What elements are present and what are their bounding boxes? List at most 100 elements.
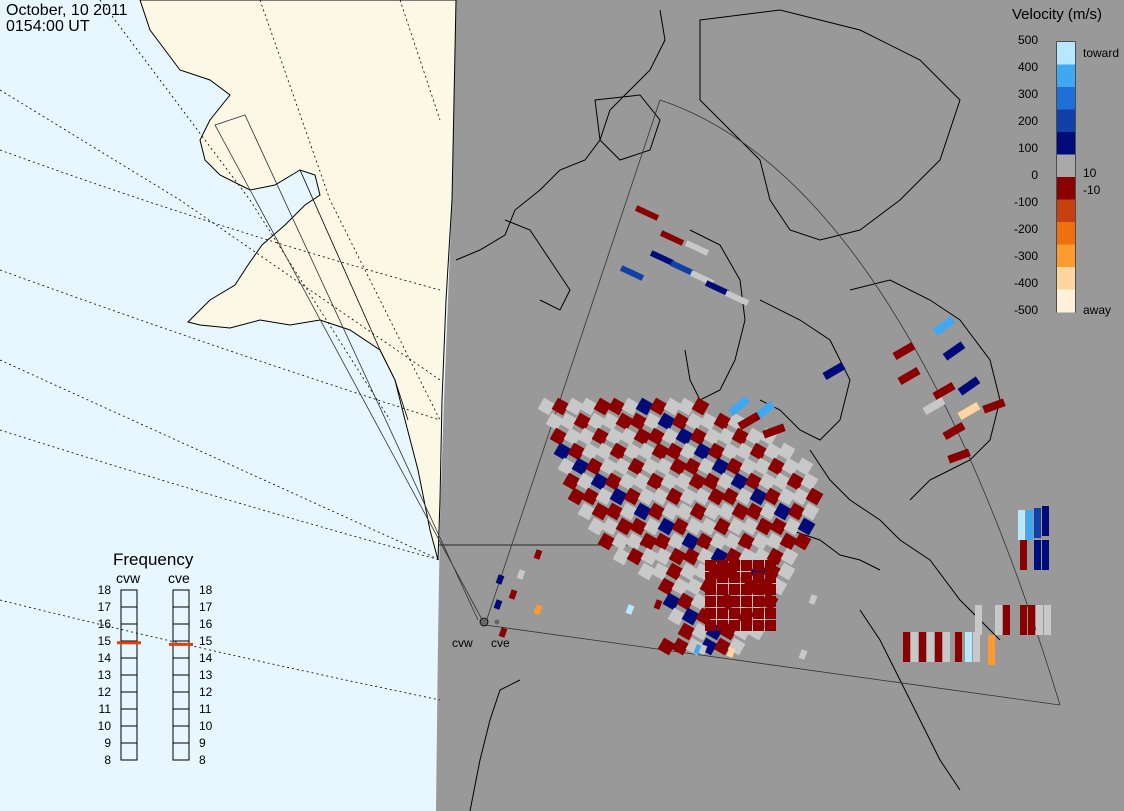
scatter-cell: [705, 620, 716, 631]
scatter-cell: [698, 644, 708, 655]
scatter-cell: [577, 427, 596, 446]
scatter-cell: [675, 427, 694, 446]
scatter-cell: [1034, 540, 1041, 570]
scatter-cell: [749, 442, 768, 461]
scatter-cell: [932, 382, 956, 400]
scatter-cell: [516, 569, 526, 580]
frequency-scale-label: 15: [199, 634, 213, 648]
scatter-cell: [765, 532, 784, 551]
scatter-cell: [579, 397, 598, 416]
scatter-cell: [683, 457, 702, 476]
scatter-cell: [717, 502, 736, 521]
colorbar-block: [1057, 132, 1075, 155]
scatter-cell: [657, 412, 676, 431]
scatter-cell: [493, 599, 503, 610]
scatter-cell: [657, 517, 676, 536]
scatter-cell: [763, 487, 782, 506]
scatter-cell: [737, 532, 756, 551]
colorbar-label-minus10: -10: [1083, 183, 1101, 197]
scatter-cell: [533, 549, 543, 560]
scatter-cell: [609, 442, 628, 461]
scatter-cell: [765, 596, 776, 607]
nodata-region: [436, 0, 1124, 811]
scatter-cell: [604, 472, 623, 491]
colorbar-tick-label: -200: [1013, 222, 1038, 236]
scatter-cells: [493, 205, 1051, 665]
scatter-cell: [741, 517, 760, 536]
scatter-cell: [693, 487, 712, 506]
scatter-cell: [677, 622, 696, 641]
colorbar-block: [1057, 199, 1075, 223]
scatter-cell: [942, 341, 966, 361]
scatter-cell: [605, 427, 624, 446]
scatter-cell: [613, 457, 632, 476]
scatter-cell: [623, 487, 642, 506]
radar-fov: [214, 99, 1061, 706]
scatter-cell: [729, 560, 740, 571]
date-label: October, 10 2011: [6, 2, 128, 19]
frequency-scale-label: 10: [199, 719, 213, 733]
scatter-cell: [777, 562, 796, 581]
scatter-cell: [593, 397, 612, 416]
frequency-scale-label: 11: [98, 702, 111, 716]
frequency-scale-label: 14: [97, 651, 111, 665]
scatter-cell: [1026, 510, 1033, 540]
scatter-cell: [653, 599, 663, 610]
frequency-scale-label: 17: [97, 600, 111, 614]
scatter-cell: [744, 472, 763, 491]
scatter-cell: [591, 502, 610, 521]
scatter-cell: [705, 608, 716, 619]
scatter-cell: [634, 205, 660, 221]
scatter-cell: [577, 502, 596, 521]
scatter-cell: [633, 427, 652, 446]
scatter-cell: [729, 596, 740, 607]
frequency-scale-label: 16: [97, 617, 111, 631]
scatter-cell: [671, 577, 690, 596]
colorbar-tick-label: 400: [1017, 60, 1038, 74]
frequency-radar-cve: cve: [168, 570, 190, 586]
scatter-cell: [679, 562, 698, 581]
scatter-cell: [659, 230, 685, 246]
scatter-cell: [625, 532, 644, 551]
scatter-cell: [605, 502, 624, 521]
scatter-cell: [702, 472, 721, 491]
scatter-cell: [615, 517, 634, 536]
scatter-cell: [651, 562, 670, 581]
scatter-cell: [587, 412, 606, 431]
frequency-scale-label: 11: [199, 702, 212, 716]
scatter-cell: [621, 397, 640, 416]
scatter-cell: [629, 412, 648, 431]
scatter-cell: [669, 260, 695, 276]
scatter-cell: [651, 442, 670, 461]
scatter-cell: [669, 457, 688, 476]
scatter-cell: [765, 608, 776, 619]
scatter-cell: [805, 487, 824, 506]
scatter-cell: [563, 427, 582, 446]
scatter-cell: [623, 442, 642, 461]
scatter-cell: [995, 605, 1002, 635]
scatter-cell: [697, 457, 716, 476]
scatter-cell: [601, 412, 620, 431]
scatter-cell: [705, 572, 716, 583]
scatter-cell: [685, 412, 704, 431]
scatter-cell: [751, 532, 770, 551]
scatter-cell: [767, 457, 786, 476]
scatter-cell: [973, 632, 980, 662]
colorbar-title: Velocity (m/s): [1012, 6, 1103, 23]
scatter-cell: [562, 472, 581, 491]
scatter-cell: [682, 547, 701, 566]
lat-lon-grid: [0, 0, 441, 701]
scatter-cell: [773, 502, 792, 521]
scatter-cell: [957, 402, 981, 420]
scatter-cell: [707, 487, 726, 506]
scatter-cell: [601, 517, 620, 536]
scatter-cell: [1036, 605, 1043, 635]
scatter-cell: [661, 427, 680, 446]
scatter-cell: [549, 427, 568, 446]
scatter-cell: [717, 572, 728, 583]
scatter-cell: [646, 472, 665, 491]
frequency-scale-label: 18: [199, 583, 213, 597]
scatter-cell: [728, 395, 750, 417]
frequency-scale-label: 12: [199, 685, 213, 699]
